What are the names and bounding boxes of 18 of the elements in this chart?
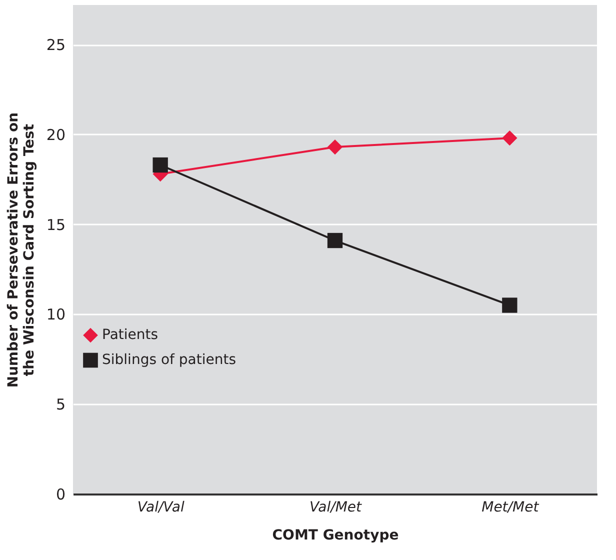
y-tick-label: 10 [46, 306, 66, 324]
x-axis-title: COMT Genotype [272, 528, 399, 544]
y-tick-label: 0 [56, 486, 66, 504]
y-tick-label: 20 [46, 126, 66, 144]
point [327, 232, 343, 248]
x-tick-label: Val/Val [137, 500, 184, 516]
y-tick-label: 5 [56, 396, 66, 414]
x-tick-label: Val/Met [309, 500, 362, 516]
point [327, 139, 343, 155]
legend-label: Patients [102, 327, 158, 344]
point [152, 157, 168, 173]
y-tick-label: 15 [46, 216, 66, 234]
y-tick-label: 25 [46, 36, 66, 54]
point [502, 130, 518, 146]
point [502, 298, 518, 313]
y-axis-title: Number of Perseverative Errors on the Wisconsin Card Sorting Test [5, 112, 38, 388]
x-tick-label: Met/Met [482, 500, 540, 516]
legend-label: Siblings of patients [102, 352, 236, 368]
